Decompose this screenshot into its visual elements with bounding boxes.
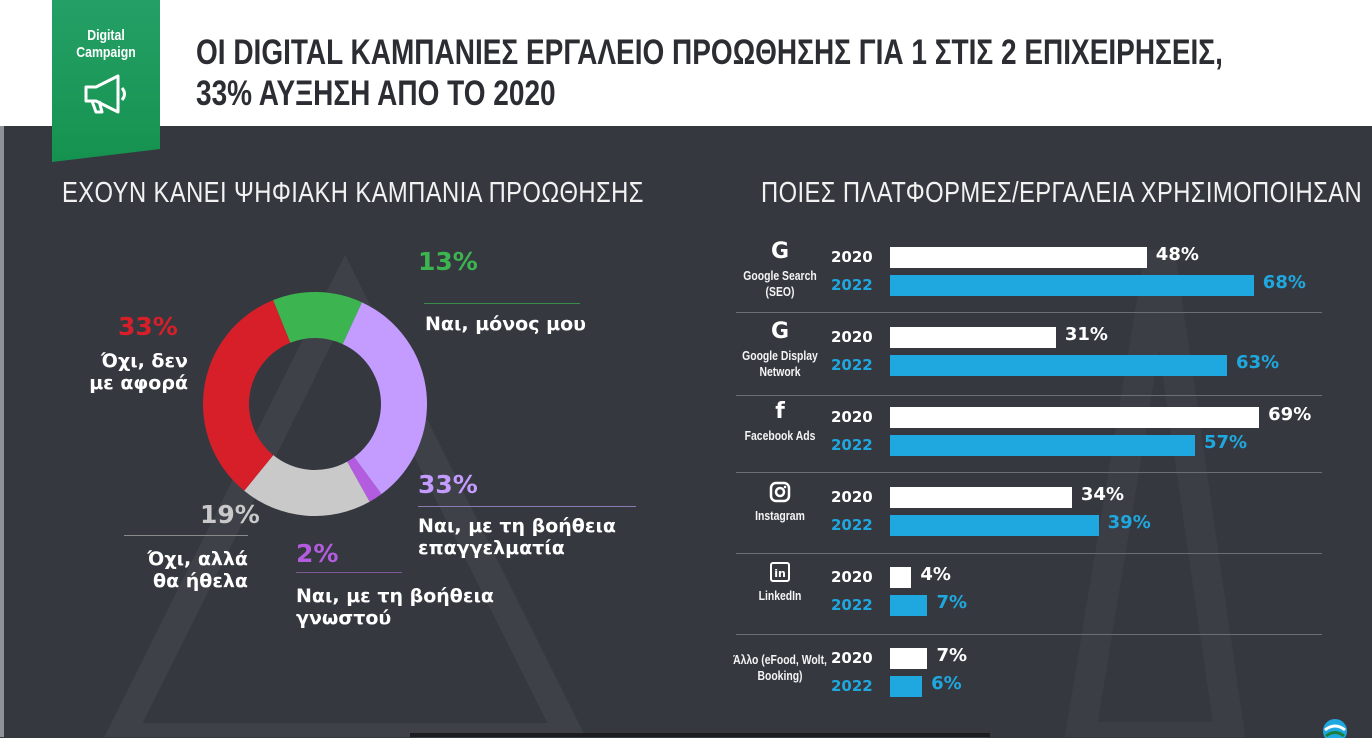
brand-logo-icon	[1323, 719, 1347, 738]
svg-text:in: in	[774, 567, 786, 580]
group-separator	[736, 634, 1322, 635]
bar-2020	[890, 487, 1072, 508]
donut-slice-1	[342, 302, 428, 495]
slice-0-underline	[424, 303, 580, 304]
platform-label: Άλλο (eFood, Wolt, Booking)	[733, 652, 827, 683]
slice-3-percent: 19%	[200, 500, 260, 529]
year-label-2022: 2022	[831, 436, 873, 454]
left-edge	[0, 0, 4, 737]
year-label-2020: 2020	[831, 248, 873, 266]
donut-slice-0	[273, 292, 362, 345]
slice-1-label: Ναι, με τη βοήθεια επαγγελματία	[418, 515, 616, 559]
year-label-2020: 2020	[831, 649, 873, 667]
bar-value-label: 69%	[1268, 404, 1312, 425]
slice-2-underline	[296, 572, 402, 573]
slice-1-underline	[418, 506, 636, 507]
megaphone-icon	[84, 74, 126, 114]
slice-0-label: Ναι, μόνος μου	[425, 313, 586, 335]
bar-value-label: 7%	[936, 645, 967, 666]
bar-2022	[890, 676, 923, 697]
digital-campaign-badge: Digital Campaign	[52, 0, 160, 162]
bar-2020	[890, 247, 1147, 268]
bar-2022	[890, 435, 1195, 456]
page-title: ΟΙ DIGITAL ΚΑΜΠΑΝΙΕΣ ΕΡΓΑΛΕΙΟ ΠΡΟΩΘΗΣΗΣ …	[196, 32, 1223, 114]
slice-4-label: Όχι, δεν με αφορά	[89, 350, 188, 394]
google-icon: G	[770, 319, 790, 344]
group-separator	[736, 553, 1322, 554]
year-label-2022: 2022	[831, 356, 873, 374]
bar-value-label: 4%	[920, 564, 951, 585]
title-line2: 33% ΑΥΞΗΣΗ ΑΠΟ ΤΟ 2020	[196, 74, 556, 113]
bar-2022	[890, 515, 1099, 536]
platform-label: Google Display Network	[742, 348, 818, 379]
bar-2022	[890, 355, 1228, 376]
donut-slice-2	[347, 457, 382, 502]
year-label-2022: 2022	[831, 596, 873, 614]
year-label-2020: 2020	[831, 568, 873, 586]
background-decoration	[104, 249, 1246, 737]
facebook-icon: f	[775, 399, 785, 424]
platform-label: Instagram	[755, 508, 805, 523]
bar-2020	[890, 327, 1056, 348]
donut-slice-4	[203, 300, 291, 491]
slice-2-percent: 2%	[296, 539, 339, 568]
pie-chart-title: ΕΧΟΥΝ ΚΑΝΕΙ ΨΗΦΙΑΚΗ ΚΑΜΠΑΝΙΑ ΠΡΟΩΘΗΣΗΣ	[62, 177, 644, 209]
group-separator	[736, 395, 1322, 396]
bar-value-label: 68%	[1262, 272, 1306, 293]
bar-2022	[890, 595, 928, 616]
bar-value-label: 7%	[936, 592, 967, 613]
donut-slice-3	[244, 455, 370, 516]
instagram-icon	[766, 479, 794, 505]
year-label-2022: 2022	[831, 677, 873, 695]
slice-1-percent: 33%	[418, 470, 478, 499]
bar-value-label: 6%	[931, 673, 962, 694]
year-label-2020: 2020	[831, 408, 873, 426]
bar-value-label: 31%	[1064, 324, 1108, 345]
bar-2022	[890, 275, 1254, 296]
slice-4-percent: 33%	[118, 312, 178, 341]
bar-value-label: 34%	[1080, 484, 1124, 505]
slice-2-label: Ναι, με τη βοήθεια γνωστού	[296, 585, 494, 629]
google-icon: G	[770, 239, 790, 264]
badge-line1: Digital	[87, 27, 125, 44]
bottom-bar	[410, 733, 990, 737]
bar-value-label: 39%	[1107, 512, 1151, 533]
year-label-2022: 2022	[831, 276, 873, 294]
bar-value-label: 57%	[1203, 432, 1248, 453]
year-label-2020: 2020	[831, 328, 873, 346]
bar-2020	[890, 407, 1260, 428]
year-label-2020: 2020	[831, 488, 873, 506]
badge-line2: Campaign	[76, 44, 136, 61]
bar-2020	[890, 567, 912, 588]
linkedin-icon: in	[766, 559, 794, 585]
bar-value-label: 48%	[1155, 244, 1199, 265]
title-line1: ΟΙ DIGITAL ΚΑΜΠΑΝΙΕΣ ΕΡΓΑΛΕΙΟ ΠΡΟΩΘΗΣΗΣ …	[196, 33, 1223, 72]
slice-3-label: Όχι, αλλά θα ήθελα	[147, 548, 248, 592]
year-label-2022: 2022	[831, 516, 873, 534]
slice-0-percent: 13%	[418, 247, 478, 276]
group-separator	[736, 472, 1322, 473]
donut-chart	[203, 292, 428, 516]
bar-value-label: 63%	[1236, 352, 1280, 373]
group-separator	[736, 312, 1322, 313]
bar-chart-title: ΠΟΙΕΣ ΠΛΑΤΦΟΡΜΕΣ/ΕΡΓΑΛΕΙΑ ΧΡΗΣΙΜΟΠΟΙΗΣΑΝ	[761, 177, 1363, 209]
platform-label: Facebook Ads	[744, 428, 816, 443]
platform-label: LinkedIn	[758, 588, 802, 603]
slice-3-underline	[124, 535, 248, 536]
platform-label: Google Search (SEO)	[743, 268, 817, 299]
bar-2020	[890, 648, 928, 669]
header	[0, 0, 1372, 126]
